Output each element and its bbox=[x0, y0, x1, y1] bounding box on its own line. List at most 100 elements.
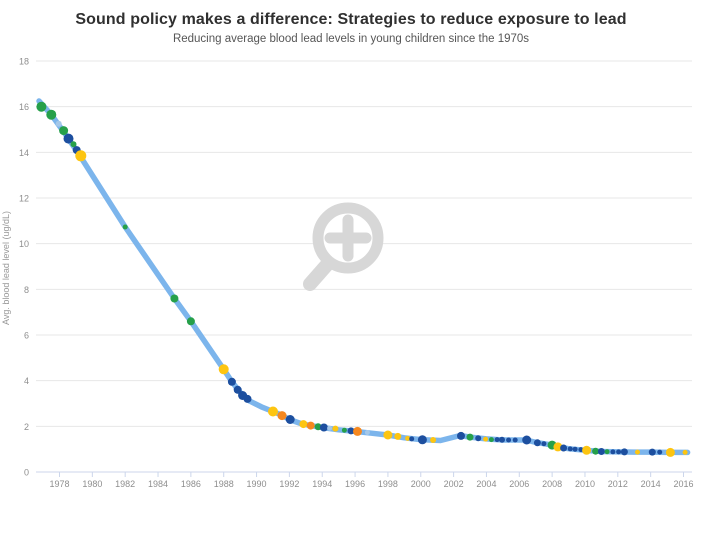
data-point bbox=[506, 437, 512, 443]
data-point bbox=[635, 449, 640, 455]
data-point bbox=[46, 109, 57, 120]
x-tick-label: 1996 bbox=[345, 479, 365, 489]
y-tick-label: 6 bbox=[24, 331, 29, 341]
data-point bbox=[665, 447, 675, 457]
blood-lead-trend-line bbox=[36, 98, 691, 456]
x-tick-label: 1994 bbox=[312, 479, 332, 489]
data-point bbox=[170, 294, 179, 303]
chart-title: Sound policy makes a difference: Strateg… bbox=[75, 11, 627, 28]
data-point bbox=[682, 449, 688, 455]
data-point bbox=[572, 446, 578, 452]
x-tick-label: 1988 bbox=[214, 479, 234, 489]
data-point bbox=[620, 448, 628, 456]
y-tick-label: 4 bbox=[24, 376, 29, 386]
data-point bbox=[592, 447, 600, 455]
data-point bbox=[533, 439, 541, 447]
data-point bbox=[553, 442, 563, 452]
data-point bbox=[319, 423, 328, 432]
data-point bbox=[567, 446, 573, 452]
x-tick-label: 2014 bbox=[641, 479, 661, 489]
data-point bbox=[55, 120, 62, 127]
data-point bbox=[582, 445, 592, 455]
data-point bbox=[59, 126, 69, 136]
data-point bbox=[648, 448, 656, 456]
x-tick-label: 2000 bbox=[411, 479, 431, 489]
data-point bbox=[285, 415, 295, 424]
x-tick-label: 2016 bbox=[673, 479, 693, 489]
zoom-watermark-icon bbox=[303, 202, 384, 291]
data-point bbox=[604, 449, 610, 455]
data-point bbox=[394, 432, 402, 440]
data-point bbox=[383, 430, 393, 440]
x-tick-label: 1982 bbox=[115, 479, 135, 489]
data-point bbox=[186, 317, 195, 326]
data-point bbox=[75, 150, 87, 162]
data-point bbox=[466, 433, 474, 441]
x-tick-label: 2006 bbox=[509, 479, 529, 489]
data-point bbox=[522, 435, 532, 445]
data-point bbox=[306, 421, 315, 430]
data-points bbox=[36, 101, 688, 457]
data-point bbox=[405, 435, 411, 441]
x-tick-label: 1984 bbox=[148, 479, 168, 489]
data-point bbox=[233, 385, 242, 394]
data-point bbox=[499, 436, 505, 443]
data-point bbox=[353, 426, 362, 436]
trend-line bbox=[36, 98, 691, 456]
data-point bbox=[597, 448, 605, 455]
x-axis: 1978 1980 1982 1984 1986 1988 1990 1992 1994 1996… bbox=[36, 471, 694, 489]
data-point bbox=[541, 441, 547, 447]
y-tick-label: 0 bbox=[24, 468, 29, 478]
data-point bbox=[430, 437, 437, 443]
x-tick-label: 1986 bbox=[181, 479, 201, 489]
data-point bbox=[483, 436, 489, 442]
x-tick-label: 2002 bbox=[444, 479, 464, 489]
x-tick-label: 1998 bbox=[378, 479, 398, 489]
x-tick-label: 2010 bbox=[575, 479, 595, 489]
data-point bbox=[218, 364, 229, 375]
data-point bbox=[560, 444, 568, 452]
data-point bbox=[277, 411, 287, 421]
data-point bbox=[494, 437, 500, 443]
y-tick-label: 18 bbox=[19, 57, 29, 67]
data-point bbox=[36, 101, 47, 112]
data-point bbox=[488, 437, 494, 443]
data-point bbox=[610, 449, 616, 455]
data-point bbox=[299, 420, 308, 429]
data-point bbox=[417, 435, 427, 445]
data-point bbox=[63, 133, 74, 144]
data-point bbox=[657, 449, 663, 455]
y-tick-label: 14 bbox=[19, 148, 29, 158]
x-tick-label: 1992 bbox=[279, 479, 299, 489]
chart-subtitle: Reducing average blood lead levels in yo… bbox=[172, 33, 530, 45]
data-point bbox=[409, 436, 415, 442]
x-tick-label: 1978 bbox=[49, 479, 69, 489]
data-point bbox=[347, 427, 355, 435]
data-point bbox=[364, 430, 370, 435]
data-point bbox=[327, 425, 333, 431]
data-point bbox=[314, 423, 322, 431]
data-point bbox=[341, 427, 347, 433]
y-tick-label: 10 bbox=[19, 239, 29, 249]
data-point bbox=[243, 394, 252, 403]
y-tick-label: 8 bbox=[24, 285, 29, 295]
data-point bbox=[268, 406, 278, 417]
y-tick-label: 16 bbox=[19, 102, 29, 112]
y-tick-label: 2 bbox=[24, 422, 29, 432]
x-tick-label: 2004 bbox=[476, 479, 496, 489]
data-point bbox=[70, 141, 77, 148]
data-point bbox=[227, 377, 236, 386]
data-point bbox=[616, 449, 622, 455]
y-axis-labels: 0 2 4 6 8 10 12 14 16 18 bbox=[19, 57, 29, 478]
x-tick-label: 1990 bbox=[247, 479, 267, 489]
data-point bbox=[475, 435, 482, 442]
x-tick-label: 1980 bbox=[82, 479, 102, 489]
data-point bbox=[512, 437, 518, 443]
data-point bbox=[457, 431, 465, 440]
y-axis-title: Avg. blood lead level (ug/dL) bbox=[1, 211, 11, 325]
data-point bbox=[122, 224, 128, 230]
x-tick-label: 2008 bbox=[542, 479, 562, 489]
y-tick-label: 12 bbox=[19, 194, 29, 204]
